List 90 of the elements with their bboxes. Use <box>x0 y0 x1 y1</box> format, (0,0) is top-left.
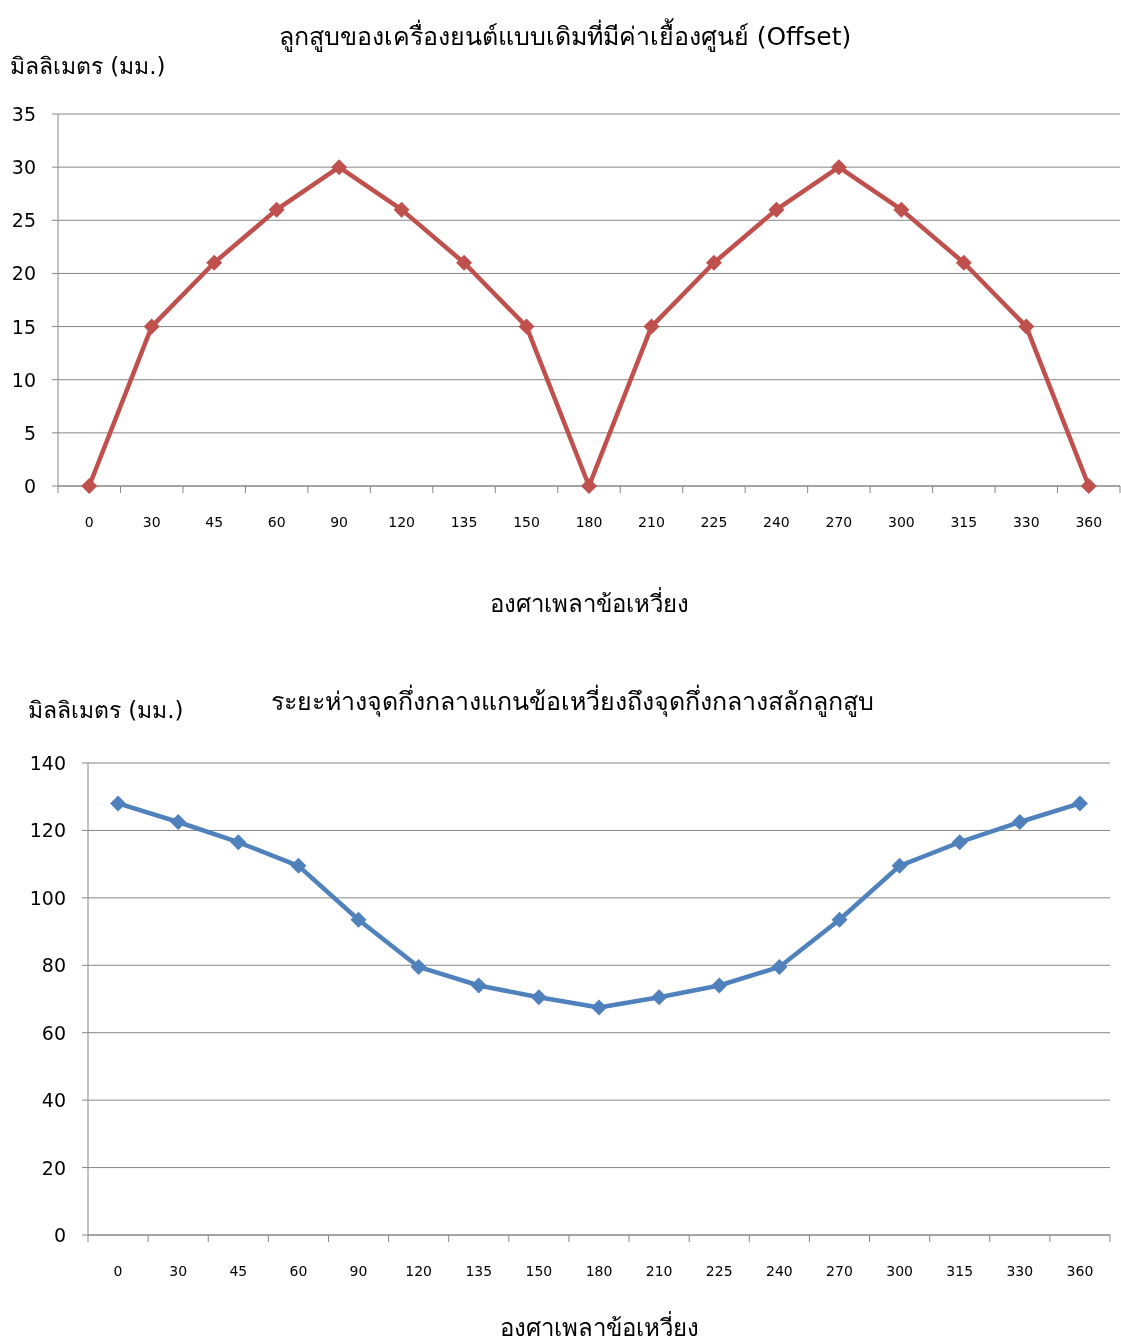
point <box>1011 814 1028 830</box>
y-tick-label: 15 <box>11 315 36 338</box>
point <box>1071 795 1088 812</box>
x-tick-label: 0 <box>84 514 94 530</box>
y-tick-label: 10 <box>11 368 36 391</box>
point <box>651 989 668 1006</box>
point <box>410 958 427 975</box>
point <box>643 318 660 335</box>
point <box>268 201 285 218</box>
point <box>711 977 728 994</box>
x-tick-label: 225 <box>700 514 728 530</box>
y-tick-label: 0 <box>23 475 36 497</box>
point <box>581 478 597 494</box>
point <box>891 857 908 874</box>
y-tick-label: 35 <box>11 103 36 125</box>
point <box>470 977 487 994</box>
point <box>530 989 547 1006</box>
x-tick-label: 30 <box>169 1263 188 1279</box>
x-tick-label: 60 <box>289 1263 308 1279</box>
point <box>230 834 247 851</box>
point <box>831 911 848 928</box>
point <box>393 201 410 218</box>
x-tick-label: 180 <box>585 1263 613 1279</box>
x-tick-label: 315 <box>950 514 978 530</box>
y-tick-label: 20 <box>11 262 36 285</box>
chart-title: ลูกสูบของเครื่องยนต์แบบเดิมที่มีค่าเยื้องศูนย์ (Offset) <box>278 18 852 52</box>
point <box>290 857 307 874</box>
x-tick-label: 90 <box>330 514 349 530</box>
x-tick-label: 300 <box>886 1263 913 1279</box>
chart-title: ระยะห่างจุดกึ่งกลางแกนข้อเหวี่ยงถึงจุดกึ่งกลางสลักลูกสูบ <box>270 684 874 717</box>
point <box>830 159 847 176</box>
point <box>170 814 187 830</box>
x-tick-label: 330 <box>1012 514 1040 530</box>
y-axis-title: มิลลิเมตร (มม.) <box>10 53 166 79</box>
point <box>206 254 223 271</box>
x-tick-label: 0 <box>113 1263 123 1279</box>
x-tick-label: 120 <box>405 1263 433 1279</box>
x-tick-label: 150 <box>525 1263 553 1279</box>
y-axis-title: มิลลิเมตร (มม.) <box>28 697 184 723</box>
x-tick-label: 150 <box>513 514 540 530</box>
y-tick-label: 80 <box>41 954 66 977</box>
x-tick-label: 60 <box>267 514 286 530</box>
x-tick-label: 45 <box>205 514 224 530</box>
x-tick-label: 90 <box>349 1263 368 1279</box>
x-axis-title: องศาเพลาข้อเหวี่ยง <box>489 587 689 618</box>
x-tick-label: 30 <box>142 514 161 530</box>
x-tick-label: 45 <box>229 1263 248 1279</box>
x-tick-label: 360 <box>1075 514 1103 530</box>
x-tick-label: 240 <box>765 1263 793 1279</box>
point <box>350 911 367 928</box>
point <box>591 999 607 1016</box>
x-tick-label: 270 <box>825 514 853 530</box>
y-tick-label: 60 <box>41 1021 66 1044</box>
y-tick-label: 30 <box>11 156 36 179</box>
y-tick-label: 100 <box>29 886 66 909</box>
y-tick-label: 20 <box>41 1156 66 1179</box>
point <box>110 795 127 812</box>
point <box>81 478 98 494</box>
x-tick-label: 270 <box>826 1263 853 1279</box>
point <box>955 254 972 271</box>
point <box>893 201 910 218</box>
x-tick-label: 360 <box>1066 1263 1094 1279</box>
point <box>768 201 785 218</box>
x-tick-label: 330 <box>1006 1263 1034 1279</box>
y-tick-label: 0 <box>53 1224 66 1246</box>
x-tick-label: 315 <box>946 1263 974 1279</box>
x-tick-label: 210 <box>645 1263 673 1279</box>
point <box>518 318 535 335</box>
point <box>951 834 968 851</box>
y-tick-label: 40 <box>41 1089 66 1112</box>
x-tick-label: 135 <box>450 514 478 530</box>
x-tick-label: 120 <box>388 514 415 530</box>
x-tick-label: 180 <box>575 514 603 530</box>
point <box>331 159 348 176</box>
y-tick-label: 5 <box>23 421 36 444</box>
y-tick-label: 140 <box>29 752 66 774</box>
point <box>456 254 473 271</box>
x-tick-label: 135 <box>465 1263 493 1279</box>
x-tick-label: 210 <box>638 514 665 530</box>
x-axis-title: องศาเพลาข้อเหวี่ยง <box>499 1311 699 1342</box>
point <box>771 958 788 975</box>
y-tick-label: 25 <box>11 209 36 232</box>
point <box>1018 318 1035 335</box>
x-tick-label: 240 <box>763 514 790 530</box>
point <box>143 318 160 335</box>
y-tick-label: 120 <box>29 819 66 842</box>
x-tick-label: 300 <box>887 514 915 530</box>
x-tick-label: 225 <box>705 1263 733 1279</box>
point <box>705 254 722 271</box>
point <box>1080 478 1097 494</box>
